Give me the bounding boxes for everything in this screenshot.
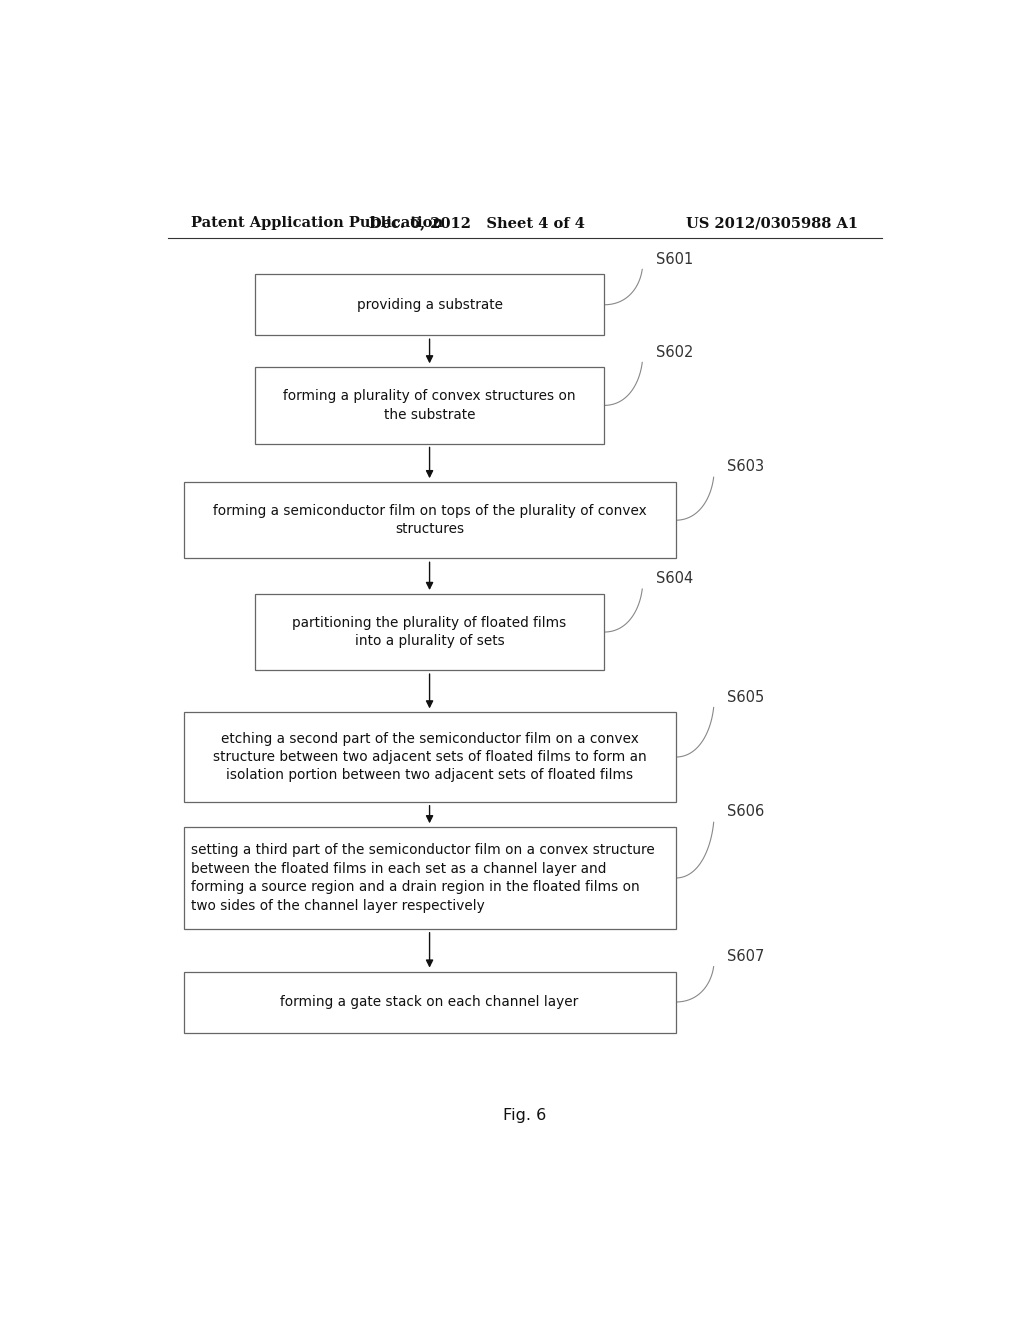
FancyBboxPatch shape <box>183 972 676 1032</box>
Text: S607: S607 <box>727 949 765 964</box>
Text: Dec. 6, 2012   Sheet 4 of 4: Dec. 6, 2012 Sheet 4 of 4 <box>370 216 585 231</box>
Text: US 2012/0305988 A1: US 2012/0305988 A1 <box>686 216 858 231</box>
Text: forming a semiconductor film on tops of the plurality of convex
structures: forming a semiconductor film on tops of … <box>213 504 646 536</box>
Text: Patent Application Publication: Patent Application Publication <box>191 216 443 231</box>
Text: etching a second part of the semiconductor film on a convex
structure between tw: etching a second part of the semiconduct… <box>213 731 646 783</box>
FancyBboxPatch shape <box>255 275 604 335</box>
Text: S605: S605 <box>727 689 765 705</box>
FancyBboxPatch shape <box>255 594 604 671</box>
FancyBboxPatch shape <box>183 713 676 801</box>
Text: forming a plurality of convex structures on
the substrate: forming a plurality of convex structures… <box>284 389 575 421</box>
Text: providing a substrate: providing a substrate <box>356 298 503 312</box>
Text: partitioning the plurality of floated films
into a plurality of sets: partitioning the plurality of floated fi… <box>293 616 566 648</box>
Text: S606: S606 <box>727 804 765 820</box>
Text: Fig. 6: Fig. 6 <box>503 1109 547 1123</box>
Text: S604: S604 <box>655 572 693 586</box>
Text: S603: S603 <box>727 459 764 474</box>
Text: S602: S602 <box>655 345 693 359</box>
FancyBboxPatch shape <box>255 367 604 444</box>
Text: forming a gate stack on each channel layer: forming a gate stack on each channel lay… <box>281 995 579 1008</box>
Text: setting a third part of the semiconductor film on a convex structure
between the: setting a third part of the semiconducto… <box>191 843 655 912</box>
FancyBboxPatch shape <box>183 828 676 929</box>
FancyBboxPatch shape <box>183 482 676 558</box>
Text: S601: S601 <box>655 252 693 267</box>
